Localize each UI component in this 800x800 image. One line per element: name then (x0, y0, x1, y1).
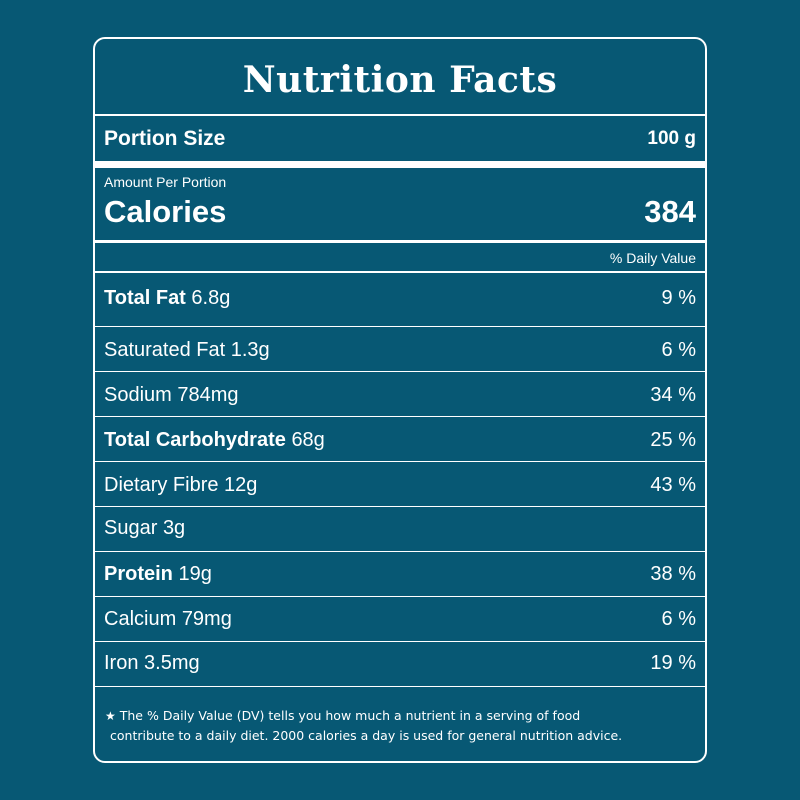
nutrition-panel (93, 37, 707, 763)
divider (93, 551, 707, 552)
footnote-line-2: contribute to a daily diet. 2000 calorie… (110, 728, 623, 743)
nutrient-amount: 12g (224, 474, 258, 496)
nutrient-amount: 19g (178, 563, 212, 585)
nutrient-amount: 6.8g (191, 287, 231, 309)
nutrient-amount: 3.5mg (144, 652, 200, 674)
divider (93, 641, 707, 642)
nutrient-daily-value: 19 % (650, 652, 696, 674)
nutrient-daily-value: 6 % (661, 339, 696, 361)
calories-value: 384 (644, 194, 696, 229)
nutrient-name: Calcium (104, 608, 177, 630)
footnote-line-1: The % Daily Value (DV) tells you how muc… (119, 708, 581, 723)
nutrient-name: Iron (104, 652, 139, 674)
nutrient-amount: 1.3g (230, 339, 270, 361)
calories-label: Calories (104, 194, 227, 229)
portion-size-value: 100 g (647, 128, 696, 149)
divider (93, 596, 707, 597)
divider (93, 461, 707, 462)
nutrient-daily-value: 25 % (650, 429, 696, 451)
divider (93, 416, 707, 417)
nutrient-name: Protein (104, 563, 173, 585)
portion-size-label: Portion Size (104, 127, 226, 150)
nutrient-amount: 3g (162, 517, 186, 539)
nutrient-amount: 79mg (181, 608, 232, 630)
nutrient-name: Sodium (104, 384, 172, 406)
divider (93, 371, 707, 372)
divider (93, 240, 707, 243)
panel-title: Nutrition Facts (242, 59, 558, 101)
nutrient-name: Sugar (104, 517, 158, 539)
nutrient-name: Total Fat (104, 287, 186, 309)
nutrient-name: Total Carbohydrate (104, 429, 286, 451)
daily-value-footnote: ★ The % Daily Value (DV) tells you how m… (105, 706, 695, 745)
nutrient-daily-value: 9 % (661, 287, 696, 309)
nutrient-amount: 68g (291, 429, 325, 451)
divider (93, 271, 707, 273)
nutrient-daily-value: 43 % (650, 474, 696, 496)
divider (93, 686, 707, 687)
daily-value-header: % Daily Value (609, 250, 696, 266)
nutrient-daily-value: 38 % (650, 563, 696, 585)
thick-divider (93, 161, 707, 168)
amount-per-portion-caption: Amount Per Portion (104, 174, 227, 190)
nutrient-name: Saturated Fat (104, 339, 226, 361)
nutrient-name: Dietary Fibre (104, 474, 219, 496)
divider (93, 114, 707, 116)
star-icon: ★ (105, 709, 116, 723)
divider (93, 326, 707, 327)
nutrient-amount: 784mg (177, 384, 239, 406)
divider (93, 506, 707, 507)
nutrient-daily-value: 6 % (661, 608, 696, 630)
nutrient-daily-value: 34 % (650, 384, 696, 406)
